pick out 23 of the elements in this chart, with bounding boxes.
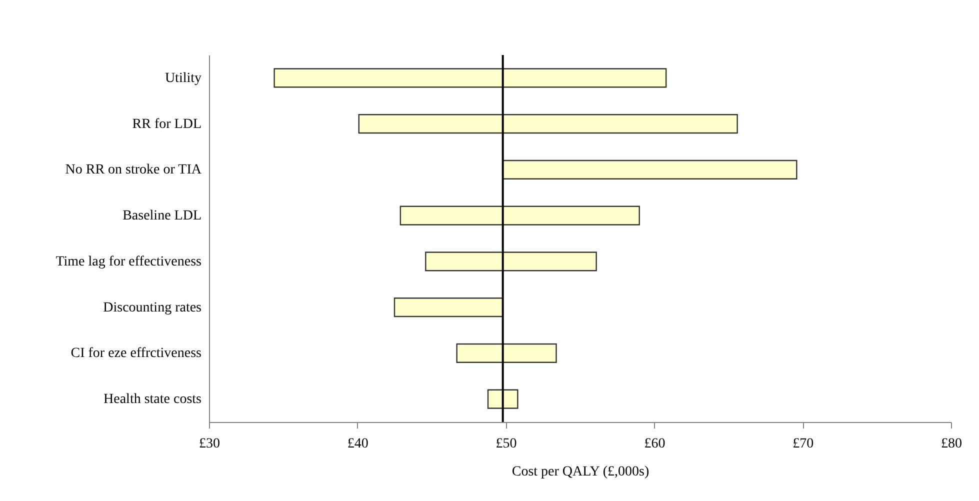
bar <box>274 68 667 88</box>
y-tick-label: Discounting rates <box>103 300 202 316</box>
y-tick-label: Utility <box>164 70 202 86</box>
bar <box>487 389 518 409</box>
y-tick-label: Time lag for effectiveness <box>56 254 202 270</box>
x-tick-label: £60 <box>644 436 666 452</box>
y-tick-label: Health state costs <box>104 392 202 408</box>
bar <box>400 206 640 226</box>
x-tick-label: £40 <box>347 436 368 452</box>
x-axis-title: Cost per QALY (£,000s) <box>512 464 650 480</box>
y-tick-label: No RR on stroke or TIA <box>65 162 202 178</box>
x-tick-label: £70 <box>792 436 814 452</box>
x-tick-label: £80 <box>941 436 962 452</box>
bar <box>358 114 738 134</box>
y-tick-label: RR for LDL <box>132 116 202 132</box>
bar <box>394 298 504 318</box>
x-tick-label: £50 <box>496 436 517 452</box>
x-tick-label: £30 <box>199 436 220 452</box>
bar <box>456 343 557 363</box>
y-tick-label: Baseline LDL <box>122 208 202 224</box>
bar <box>502 160 798 180</box>
bar <box>425 252 597 272</box>
y-tick-label: CI for eze effrctiveness <box>70 346 202 362</box>
